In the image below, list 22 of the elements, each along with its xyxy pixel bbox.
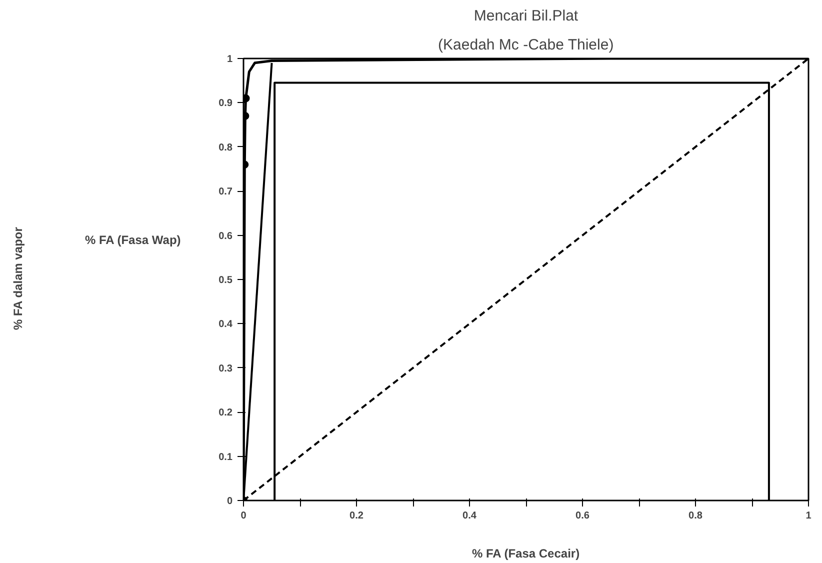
y-tick-label: 0.1 <box>218 452 233 463</box>
y-tick-label: 0.5 <box>218 275 233 286</box>
y-tick-label: 0.6 <box>218 230 233 242</box>
x-tick-label: 0.6 <box>576 510 590 522</box>
x-tick-label: 0.2 <box>350 510 364 522</box>
x-tick-label: 0.4 <box>462 510 477 522</box>
y-tick-label: 0.9 <box>218 98 233 110</box>
x-tick-label: 0.8 <box>688 510 703 522</box>
x-tick-label: 1 <box>806 510 812 522</box>
chart-subtitle: (Kaedah Mc -Cabe Thiele) <box>438 36 614 54</box>
y-tick-label: 0 <box>226 496 233 507</box>
y-tick-label: 0.8 <box>218 142 233 154</box>
y-tick-label: 0.2 <box>218 408 233 419</box>
y-tick-label: 0.4 <box>218 319 233 330</box>
chart-title: Mencari Bil.Plat <box>474 8 579 24</box>
y-tick-label: 1 <box>226 54 233 65</box>
x-tick-label: 0 <box>240 510 247 522</box>
y-tick-label: 0.3 <box>218 363 233 374</box>
text: % FA (Fasa Wap) <box>85 232 181 249</box>
y-tick-label: 0.7 <box>218 186 233 198</box>
text: % FA dalam vapor <box>10 227 26 330</box>
x-axis-title: % FA (Fasa Cecair) <box>472 546 580 560</box>
